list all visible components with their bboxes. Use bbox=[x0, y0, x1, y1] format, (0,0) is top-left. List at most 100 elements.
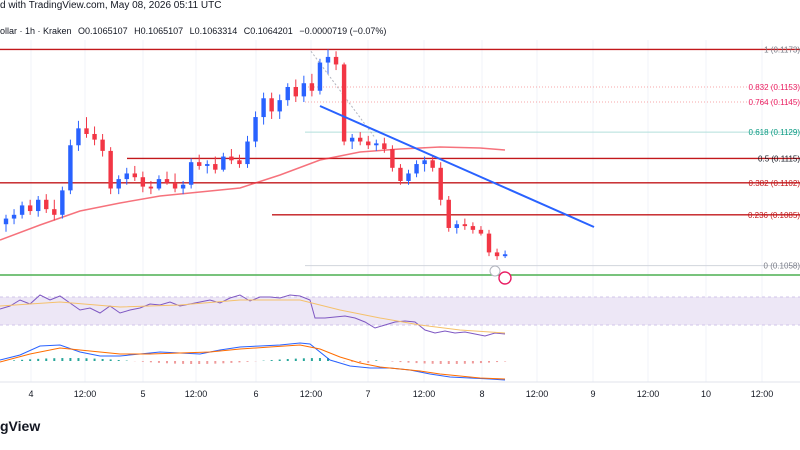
candle-body bbox=[446, 199, 451, 228]
fib-level-label: 0.618 (0.1129) bbox=[749, 128, 800, 137]
candle-body bbox=[285, 86, 290, 101]
candle-body bbox=[164, 179, 170, 183]
candle-body bbox=[317, 62, 323, 91]
candle-body bbox=[398, 167, 403, 181]
candle-body bbox=[197, 162, 202, 166]
candle-body bbox=[237, 160, 242, 165]
candle-body bbox=[140, 177, 146, 187]
macd-signal-line bbox=[0, 344, 506, 380]
candle-body bbox=[156, 179, 162, 189]
candle-body bbox=[36, 199, 41, 212]
time-tick-label: 12:00 bbox=[637, 389, 660, 399]
rsi-band bbox=[0, 297, 800, 325]
bearish-trendline bbox=[319, 105, 595, 228]
candle-body bbox=[470, 226, 476, 230]
candle-body bbox=[132, 173, 137, 178]
published-header: d with TradingView.com, May 08, 2026 05:… bbox=[0, 0, 222, 11]
candle-body bbox=[108, 150, 113, 189]
candle-body bbox=[374, 143, 379, 146]
candle-body bbox=[92, 133, 97, 140]
time-tick-label: 6 bbox=[253, 389, 258, 399]
candle-body bbox=[188, 162, 194, 185]
alert-icon bbox=[498, 271, 512, 285]
candle-body bbox=[438, 167, 443, 200]
time-tick-label: 12:00 bbox=[300, 389, 323, 399]
candle-body bbox=[27, 205, 33, 212]
candle-body bbox=[414, 164, 419, 174]
candle-body bbox=[68, 145, 73, 191]
time-tick-label: 12:00 bbox=[526, 389, 549, 399]
moving-average-line bbox=[0, 146, 506, 241]
candle-body bbox=[454, 224, 459, 228]
fib-level-label: 0.382 (0.1102) bbox=[749, 179, 800, 188]
candle-body bbox=[301, 83, 307, 97]
candle-body bbox=[116, 179, 121, 189]
time-tick-label: 12:00 bbox=[751, 389, 774, 399]
time-tick-label: 12:00 bbox=[413, 389, 436, 399]
candle-body bbox=[44, 199, 49, 210]
fibonacci-levels: 1 (0.1173) 0.832 (0.1153) 0.764 (0.1145) 0.… bbox=[0, 45, 800, 271]
candle-body bbox=[11, 214, 17, 219]
ohlc-close: C0.1064201 bbox=[243, 26, 293, 36]
candle-body bbox=[277, 100, 282, 112]
fib-level-label: 0.5 (0.1115) bbox=[758, 154, 800, 163]
candle-body bbox=[366, 141, 371, 146]
candle-body bbox=[293, 86, 298, 97]
candle-body bbox=[60, 190, 65, 215]
ohlc-low: L0.1063314 bbox=[189, 26, 238, 36]
price-marker-circle bbox=[489, 265, 501, 277]
candle-body bbox=[349, 137, 355, 142]
time-tick-label: 10 bbox=[701, 389, 711, 399]
candle-body bbox=[406, 173, 411, 181]
candle-body bbox=[390, 149, 395, 168]
symbol-name[interactable]: ollar · 1h · Kraken bbox=[0, 26, 72, 36]
fib-level-label: 0.832 (0.1153) bbox=[749, 83, 800, 92]
candle-body bbox=[245, 141, 250, 165]
time-tick-label: 9 bbox=[590, 389, 595, 399]
candle-body bbox=[486, 233, 492, 253]
time-tick-label: 12:00 bbox=[185, 389, 208, 399]
candle-body bbox=[494, 252, 500, 257]
candle-body bbox=[269, 98, 274, 112]
fib-level-label: 0.236 (0.1085) bbox=[748, 211, 800, 220]
candle-body bbox=[358, 137, 363, 142]
candle-body bbox=[253, 117, 258, 142]
candle-body bbox=[341, 64, 347, 142]
candle-body bbox=[76, 128, 81, 146]
candle-body bbox=[478, 229, 484, 234]
candle-body bbox=[148, 186, 154, 189]
candle-body bbox=[502, 254, 508, 257]
candle-body bbox=[430, 160, 435, 168]
fib-level-label: 0.764 (0.1145) bbox=[749, 98, 800, 107]
rsi-pane bbox=[0, 294, 800, 337]
candle-body bbox=[462, 224, 468, 227]
candle-body bbox=[180, 184, 186, 189]
candlesticks bbox=[3, 49, 508, 260]
fib-level-label: 1 (0.1173) bbox=[764, 45, 800, 54]
candle-body bbox=[3, 218, 9, 225]
time-tick-label: 12:00 bbox=[74, 389, 97, 399]
candle-body bbox=[84, 128, 89, 134]
tradingview-logo: gView bbox=[0, 418, 41, 434]
candle-body bbox=[325, 56, 331, 63]
time-tick-label: 4 bbox=[28, 389, 33, 399]
candle-body bbox=[382, 143, 387, 150]
macd-line bbox=[0, 342, 506, 381]
candle-body bbox=[100, 139, 105, 151]
ohlc-change: −0.0000719 (−0.07%) bbox=[299, 26, 387, 36]
ohlc-open: O0.1065107 bbox=[78, 26, 128, 36]
grid-lines bbox=[30, 40, 763, 382]
candle-body bbox=[19, 205, 25, 215]
macd-pane bbox=[0, 342, 507, 381]
time-axis-labels: 4 12:00 5 12:00 6 12:00 7 12:00 8 12:00 9 12:00 10 12… bbox=[28, 389, 773, 399]
candle-body bbox=[261, 98, 266, 118]
candle-body bbox=[309, 83, 315, 91]
candle-body bbox=[213, 164, 218, 170]
fib-level-label: 0 (0.1058) bbox=[764, 262, 800, 271]
candle-body bbox=[229, 156, 234, 161]
rsi-line bbox=[0, 294, 506, 337]
symbol-info-bar: ollar · 1h · Kraken O0.1065107 H0.106510… bbox=[0, 26, 390, 36]
candle-body bbox=[422, 160, 427, 165]
candle-body bbox=[52, 209, 57, 215]
